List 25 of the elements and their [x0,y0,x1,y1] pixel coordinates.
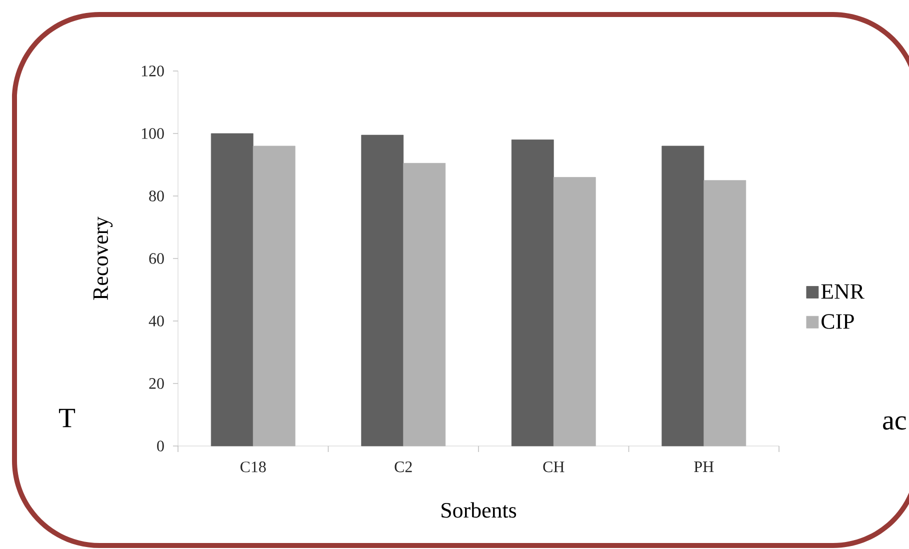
bar [252,146,296,446]
bar [361,134,404,446]
y-tick-label: 0 [157,440,164,452]
text: T [58,408,76,428]
text: ac [883,416,906,430]
x-axis-title: Sorbents [442,502,516,518]
x-tick-label: PH [694,462,714,472]
y-tick-label: 120 [142,66,164,76]
bar [553,177,596,446]
bar [511,140,554,446]
legend-label: ENR [821,284,864,299]
bar [210,133,254,446]
x-tick-label: CH [543,462,564,472]
bar [704,180,746,446]
y-tick-label: 20 [149,378,164,389]
bar [662,146,704,446]
y-tick-label: 100 [142,128,164,139]
y-tick-label: 80 [149,190,164,202]
y-axis-title: Recovery [93,216,113,300]
y-tick-label: 40 [148,316,164,326]
legend-label: CIP [822,314,854,329]
bar [403,162,446,446]
y-tick-label: 60 [149,253,164,264]
x-tick-label: C18 [240,462,266,472]
x-tick-label: C2 [394,462,412,472]
